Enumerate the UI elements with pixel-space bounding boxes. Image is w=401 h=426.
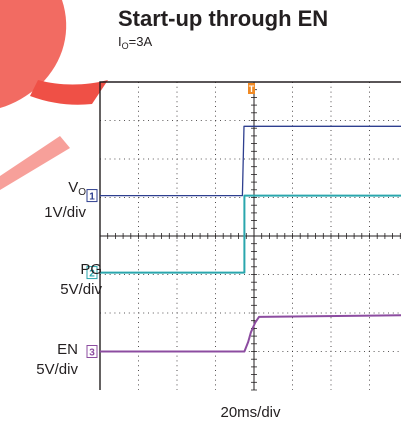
- channel-marker-label-pg: 2: [89, 269, 95, 280]
- channel-marker-label-vo: 1: [89, 192, 95, 203]
- vo-scale: 1V/div: [44, 204, 86, 221]
- channel-label-pg: PG 5V/div: [16, 260, 102, 300]
- watermark-swoosh: [30, 80, 108, 105]
- channel-marker-en: [86, 345, 98, 358]
- watermark-tail: [0, 136, 70, 190]
- trigger-marker: [248, 83, 255, 94]
- x-axis-label: 20ms/div: [220, 404, 281, 421]
- channel-marker-label-en: 3: [89, 348, 95, 359]
- subtitle-prefix: I: [118, 34, 122, 49]
- channel-marker-vo: [86, 189, 98, 203]
- en-label-name: EN: [57, 341, 78, 358]
- chart-subtitle: IO=3A: [118, 34, 152, 51]
- chart-title: Start-up through EN: [118, 6, 329, 31]
- channel-label-en: EN 5V/div: [0, 340, 78, 380]
- trace-pg: [100, 194, 401, 274]
- channel-label-vo: VO 1V/div: [0, 178, 86, 223]
- subtitle-sub: O: [121, 41, 129, 51]
- pg-scale: 5V/div: [60, 281, 102, 298]
- plot-frame: [99, 81, 401, 390]
- trace-vo: [100, 125, 401, 197]
- trigger-marker-label: T: [249, 84, 255, 94]
- watermark-arc: [0, 0, 67, 108]
- trace-en: [100, 314, 401, 353]
- en-scale: 5V/div: [36, 361, 78, 378]
- pg-label-name: PG: [80, 261, 102, 278]
- subtitle-suffix: =3A: [128, 34, 153, 49]
- vo-label-name: VO: [68, 179, 86, 198]
- channel-marker-pg: [86, 266, 98, 280]
